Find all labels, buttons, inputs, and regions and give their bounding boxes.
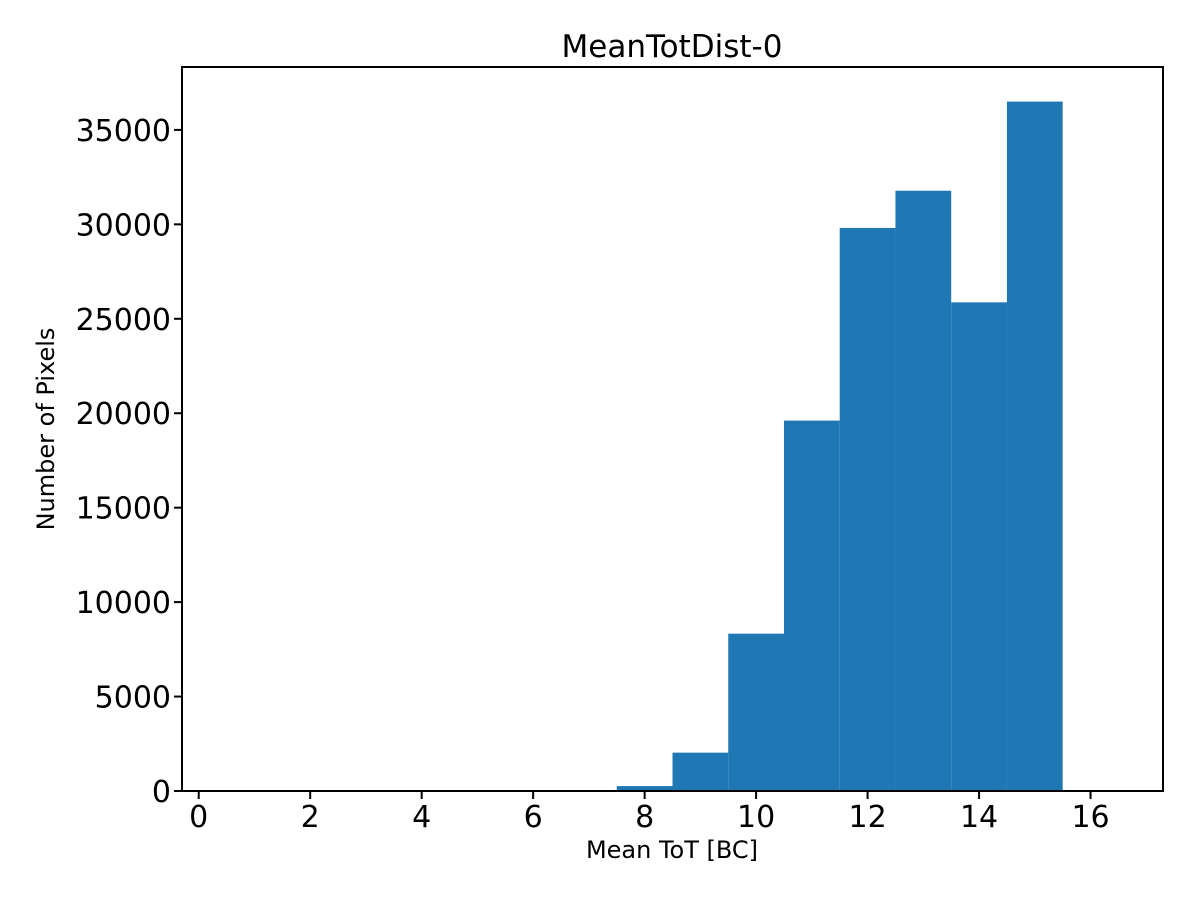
x-tick-label: 0 — [189, 800, 208, 835]
y-tick-label: 20000 — [76, 397, 171, 432]
x-tick-label: 12 — [848, 800, 886, 835]
histogram-bar — [728, 633, 784, 791]
histogram-bar — [783, 420, 840, 791]
histogram-bar — [616, 786, 673, 791]
histogram-bar — [951, 302, 1007, 791]
y-axis-label: Number of Pixels — [32, 328, 60, 531]
y-tick-label: 15000 — [76, 492, 171, 527]
histogram-bar — [895, 190, 952, 792]
y-tick-label: 10000 — [76, 586, 171, 621]
histogram-bar — [1006, 101, 1063, 791]
x-tick-label: 8 — [635, 800, 654, 835]
plot-area-border — [181, 66, 1164, 792]
histogram-bar — [672, 752, 729, 791]
x-tick-label: 6 — [524, 800, 543, 835]
x-axis-label: Mean ToT [BC] — [586, 836, 758, 864]
x-tick-label: 4 — [412, 800, 431, 835]
x-tick-label: 2 — [301, 800, 320, 835]
histogram-bar — [839, 227, 896, 791]
x-tick-label: 14 — [960, 800, 998, 835]
x-axis: 0 2 4 6 8 10 12 14 16 — [189, 791, 1110, 835]
x-tick-label: 10 — [737, 800, 775, 835]
y-axis: 0 5000 10000 15000 20000 25000 30000 35000 — [76, 114, 182, 810]
y-tick-label: 5000 — [95, 681, 171, 716]
y-tick-label: 30000 — [76, 208, 171, 243]
y-tick-label: 25000 — [76, 303, 171, 338]
x-tick-label: 16 — [1071, 800, 1109, 835]
y-tick-label: 35000 — [76, 114, 171, 149]
chart-title: MeanTotDist-0 — [562, 29, 783, 65]
y-tick-label: 0 — [152, 775, 171, 810]
histogram-bars — [616, 101, 1063, 792]
